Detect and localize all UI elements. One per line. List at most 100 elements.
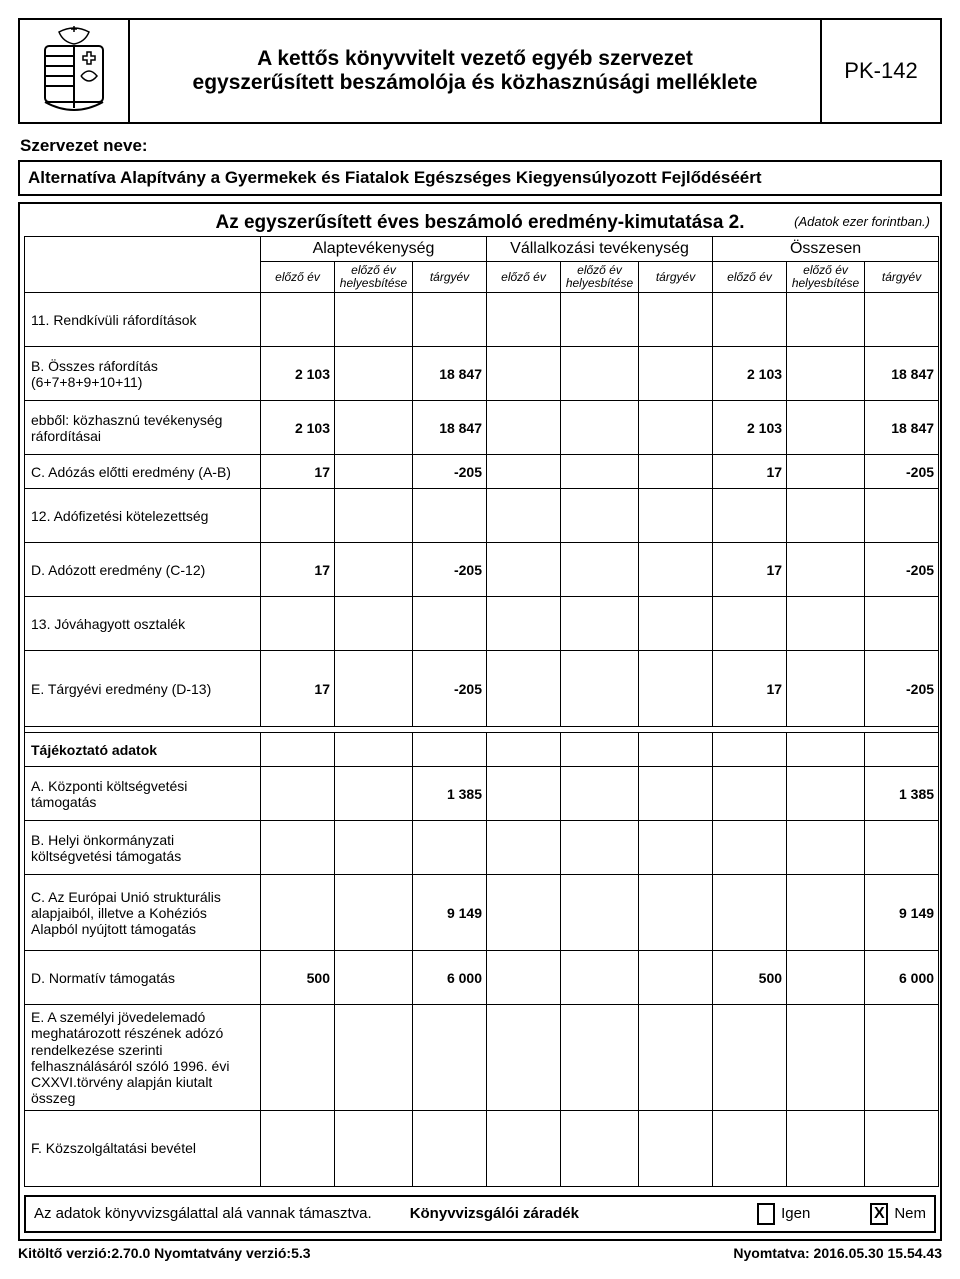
cell — [413, 489, 487, 543]
table-row: E. Tárgyévi eredmény (D-13)17-20517-205 — [25, 651, 939, 727]
cell — [561, 401, 639, 455]
cell — [639, 651, 713, 727]
cell: 2 103 — [713, 347, 787, 401]
cell — [487, 597, 561, 651]
checkbox-yes[interactable]: Igen — [757, 1203, 810, 1225]
cell: 9 149 — [865, 875, 939, 951]
cell — [335, 821, 413, 875]
cell — [639, 875, 713, 951]
cell — [865, 821, 939, 875]
cell — [639, 293, 713, 347]
cell — [335, 767, 413, 821]
cell — [561, 347, 639, 401]
header-title-line1: A kettős könyvvitelt vezető egyéb szerve… — [257, 47, 693, 70]
cell: 2 103 — [261, 347, 335, 401]
cell — [639, 597, 713, 651]
cell — [261, 767, 335, 821]
cell — [335, 455, 413, 489]
group-header-3: Összesen — [713, 237, 939, 262]
cell: 2 103 — [713, 401, 787, 455]
cell — [561, 651, 639, 727]
cell — [787, 543, 865, 597]
cell: -205 — [413, 543, 487, 597]
cell — [713, 821, 787, 875]
cell — [639, 489, 713, 543]
cell: -205 — [413, 455, 487, 489]
cell — [413, 597, 487, 651]
cell — [787, 401, 865, 455]
cell — [335, 293, 413, 347]
cell — [713, 1110, 787, 1186]
cell — [787, 489, 865, 543]
cell — [865, 293, 939, 347]
row-label: ebből: közhasznú tevékenység ráfordítása… — [25, 401, 261, 455]
subheader: előző év — [713, 262, 787, 293]
row-label: D. Normatív támogatás — [25, 951, 261, 1005]
cell: 18 847 — [413, 401, 487, 455]
section-title: Az egyszerűsített éves beszámoló eredmén… — [215, 212, 744, 233]
cell — [487, 1005, 561, 1111]
cell — [335, 401, 413, 455]
cell — [787, 821, 865, 875]
table-row: A. Központi költségvetési támogatás1 385… — [25, 767, 939, 821]
unit-note: (Adatok ezer forintban.) — [794, 214, 930, 229]
cell — [639, 347, 713, 401]
cell — [865, 1110, 939, 1186]
footer: Kitöltő verzió:2.70.0 Nyomtatvány verzió… — [18, 1245, 942, 1261]
cell: 17 — [261, 455, 335, 489]
cell: 17 — [261, 543, 335, 597]
cell: 2 103 — [261, 401, 335, 455]
subheader: előző év helyesbítése — [787, 262, 865, 293]
cell — [561, 1110, 639, 1186]
cell — [335, 875, 413, 951]
cell — [713, 293, 787, 347]
cell — [787, 875, 865, 951]
cell — [335, 651, 413, 727]
cell — [487, 293, 561, 347]
cell — [561, 543, 639, 597]
table-row: 12. Adófizetési kötelezettség — [25, 489, 939, 543]
cell — [413, 1110, 487, 1186]
footer-left: Kitöltő verzió:2.70.0 Nyomtatvány verzió… — [18, 1245, 311, 1261]
cell: 6 000 — [865, 951, 939, 1005]
row-label: 13. Jóváhagyott osztalék — [25, 597, 261, 651]
main-section: Az egyszerűsített éves beszámoló eredmén… — [18, 202, 942, 1241]
audit-text: Az adatok könyvvizsgálattal alá vannak t… — [34, 1205, 372, 1222]
subheader: előző év — [487, 262, 561, 293]
row-label: D. Adózott eredmény (C-12) — [25, 543, 261, 597]
cell — [335, 1110, 413, 1186]
cell — [261, 1110, 335, 1186]
cell — [561, 951, 639, 1005]
cell: 18 847 — [865, 401, 939, 455]
table-row: B. Összes ráfordítás (6+7+8+9+10+11)2 10… — [25, 347, 939, 401]
cell — [639, 1110, 713, 1186]
cell — [713, 1005, 787, 1111]
cell — [561, 767, 639, 821]
form-code: PK-142 — [820, 20, 940, 122]
cell: 17 — [261, 651, 335, 727]
cell — [561, 1005, 639, 1111]
checkbox-no[interactable]: XNem — [870, 1203, 926, 1225]
table-row: F. Közszolgáltatási bevétel — [25, 1110, 939, 1186]
cell — [639, 767, 713, 821]
row-label: 11. Rendkívüli ráfordítások — [25, 293, 261, 347]
table-row: E. A személyi jövedelemadó meghatározott… — [25, 1005, 939, 1111]
table-row: 13. Jóváhagyott osztalék — [25, 597, 939, 651]
cell — [413, 1005, 487, 1111]
table-row: C. Adózás előtti eredmény (A-B)17-20517-… — [25, 455, 939, 489]
cell — [487, 767, 561, 821]
cell — [487, 1110, 561, 1186]
org-name: Alternatíva Alapítvány a Gyermekek és Fi… — [18, 160, 942, 196]
cell — [487, 347, 561, 401]
cell — [713, 489, 787, 543]
cell — [561, 875, 639, 951]
cell — [865, 1005, 939, 1111]
cell — [639, 543, 713, 597]
cell — [487, 455, 561, 489]
cell — [787, 1005, 865, 1111]
logo-cell — [20, 20, 130, 122]
cell — [787, 1110, 865, 1186]
cell — [713, 597, 787, 651]
subheader: előző év helyesbítése — [335, 262, 413, 293]
footer-right: Nyomtatva: 2016.05.30 15.54.43 — [733, 1245, 942, 1261]
